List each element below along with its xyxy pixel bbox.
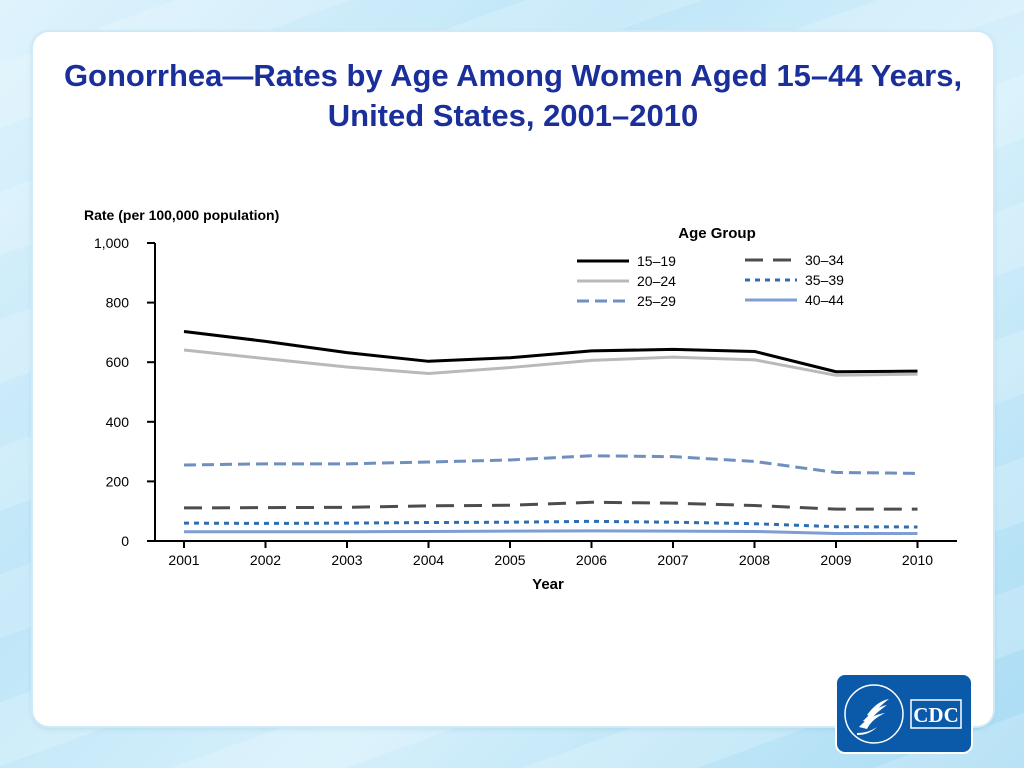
- y-tick-label: 200: [106, 473, 130, 489]
- y-tick-label: 400: [106, 414, 130, 430]
- x-tick-label: 2007: [657, 552, 688, 568]
- x-tick-label: 2009: [820, 552, 851, 568]
- x-tick-label: 2006: [576, 552, 607, 568]
- series-line-20-24: [183, 348, 918, 377]
- series-line-35-39: [183, 519, 918, 529]
- x-tick-label: 2010: [902, 552, 933, 568]
- cdc-logo-text: CDC: [913, 703, 959, 727]
- y-axis-label: Rate (per 100,000 population): [84, 207, 279, 223]
- y-tick-label: 800: [106, 295, 130, 311]
- slide-panel: [33, 32, 993, 726]
- x-axis-label: Year: [532, 576, 564, 593]
- x-tick-label: 2003: [331, 552, 362, 568]
- series-line-30-34: [183, 500, 918, 511]
- slide-title: Gonorrhea—Rates by Age Among Women Aged …: [33, 56, 993, 136]
- cdc-logo: CDC: [837, 675, 971, 752]
- slide-title-line-2: United States, 2001–2010: [327, 98, 699, 133]
- chart-series: [183, 330, 918, 536]
- series-line-15-19: [183, 330, 918, 374]
- x-tick-label: 2004: [413, 552, 444, 568]
- legend-label: 20–24: [637, 273, 676, 289]
- slide-title-line-1: Gonorrhea—Rates by Age Among Women Aged …: [63, 58, 963, 93]
- legend-label: 15–19: [637, 253, 676, 269]
- series-line-40-44: [184, 529, 918, 536]
- x-tick-label: 2001: [168, 552, 199, 568]
- y-tick-label: 0: [121, 533, 129, 549]
- hhs-eagle-icon: CDC: [844, 684, 962, 744]
- legend-label: 25–29: [637, 293, 676, 309]
- series-line-25-29: [183, 454, 918, 475]
- y-tick-label: 600: [106, 354, 130, 370]
- y-tick-label: 1,000: [94, 235, 129, 251]
- x-tick-label: 2008: [739, 552, 770, 568]
- x-tick-label: 2002: [250, 552, 281, 568]
- legend-label: 35–39: [805, 272, 844, 288]
- chart-axes: 0 200 400 600 800 1,000 2001 2002 2003 2004 2005 20…: [94, 235, 957, 568]
- x-tick-label: 2005: [494, 552, 525, 568]
- chart-legend: 15–19 20–24 25–29 30–34 35–39 40–44: [577, 252, 844, 309]
- legend-label: 30–34: [805, 252, 844, 268]
- legend-title: Age Group: [678, 225, 756, 242]
- legend-label: 40–44: [805, 292, 844, 308]
